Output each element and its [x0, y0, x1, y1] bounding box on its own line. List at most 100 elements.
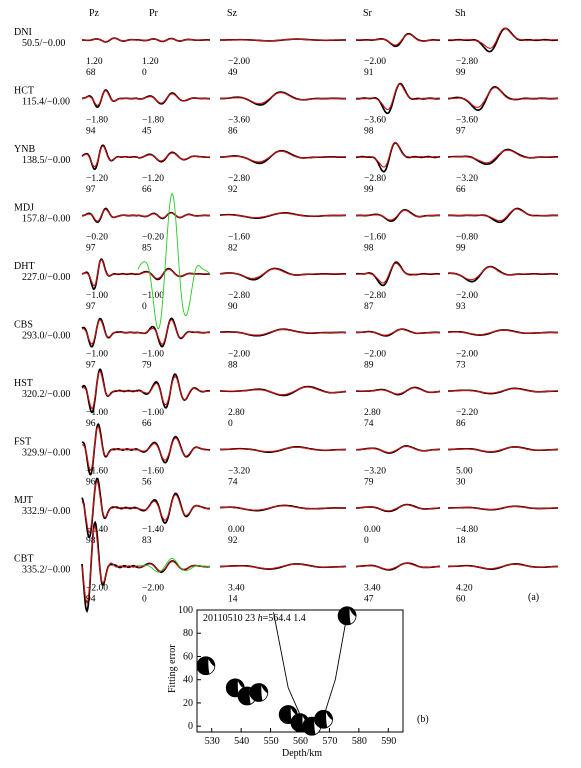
time-shift-value: −0.80: [456, 233, 478, 243]
time-shift-value: −3.20: [456, 174, 478, 184]
synthetic-waveform: [356, 387, 441, 395]
station-row-ynb: YNB138.5/−0.00−1.2097−1.2066−2.8092−2.80…: [14, 141, 559, 195]
synthetic-waveform: [219, 150, 347, 163]
correlation-value: 66: [142, 185, 152, 195]
correlation-value: 47: [364, 595, 374, 605]
correlation-value: 98: [364, 244, 374, 254]
synthetic-waveform: [137, 437, 211, 461]
synthetic-waveform: [356, 562, 441, 570]
x-tick-label: 590: [381, 736, 396, 747]
column-header-pr: Pr: [149, 8, 159, 19]
x-tick-label: 540: [234, 736, 249, 747]
time-shift-value: −2.00: [86, 584, 108, 594]
time-shift-value: −1.00: [142, 350, 164, 360]
synthetic-waveform: [448, 329, 558, 336]
synthetic-waveform: [219, 92, 346, 105]
correlation-value: 73: [456, 361, 466, 371]
correlation-value: 98: [364, 127, 374, 137]
station-distance-azimuth: 227.0/−0.00: [22, 272, 70, 283]
synthetic-waveform: [219, 505, 346, 511]
time-shift-value: −2.00: [456, 291, 478, 301]
station-row-mdj: MDJ157.8/−0.00−0.2097−0.2085−1.6082−1.60…: [14, 203, 559, 254]
station-distance-azimuth: 115.4/−0.00: [22, 97, 70, 108]
correlation-value: 85: [142, 244, 152, 254]
time-shift-value: −3.60: [364, 116, 386, 126]
correlation-value: 45: [142, 127, 152, 137]
station-row-dht: DHT227.0/−0.00−1.0097−1.000−2.8090−2.808…: [14, 258, 559, 312]
panel-a-label: (a): [528, 592, 540, 603]
correlation-value: 88: [228, 361, 238, 371]
station-distance-azimuth: 335.2/−0.00: [22, 565, 70, 576]
x-tick-label: 560: [293, 736, 308, 747]
correlation-value: 49: [228, 68, 238, 78]
time-shift-value: −2.80: [456, 57, 478, 67]
synthetic-waveform: [81, 145, 139, 168]
synthetic-waveform: [356, 328, 440, 336]
time-shift-value: −4.80: [456, 525, 478, 535]
correlation-value: 99: [456, 244, 466, 254]
correlation-value: 89: [364, 361, 374, 371]
synthetic-waveform: [448, 266, 559, 281]
time-shift-value: −3.20: [364, 467, 386, 477]
focal-mechanism-beachball: [249, 683, 269, 702]
time-shift-value: 2.80: [364, 408, 381, 418]
time-shift-value: −1.00: [86, 291, 108, 301]
synthetic-waveform: [356, 209, 440, 221]
time-shift-value: −2.80: [228, 291, 250, 301]
synthetic-waveform: [137, 376, 211, 406]
station-row-mjt: MJT332.9/−0.00−1.4098−1.40830.00920.000−…: [14, 477, 558, 546]
station-distance-azimuth: 332.9/−0.00: [22, 506, 70, 517]
station-name: CBT: [14, 554, 33, 565]
synthetic-waveform: [356, 141, 441, 168]
time-shift-value: −1.20: [86, 174, 108, 184]
station-name: HST: [14, 378, 33, 389]
synthetic-waveform: [448, 446, 558, 453]
correlation-value: 97: [86, 361, 96, 371]
correlation-value: 83: [142, 536, 152, 546]
synthetic-waveform: [447, 149, 558, 164]
correlation-value: 86: [228, 127, 238, 137]
time-shift-value: −0.20: [86, 233, 108, 243]
time-shift-value: −1.00: [86, 350, 108, 360]
station-name: MJT: [14, 495, 33, 506]
synthetic-waveform: [220, 446, 347, 453]
focal-mechanism-beachball: [196, 656, 216, 676]
focal-mechanism-beachball: [314, 709, 333, 729]
time-shift-value: 2.80: [228, 408, 245, 418]
time-shift-value: 3.40: [228, 584, 245, 594]
station-name: HCT: [14, 86, 34, 97]
synthetic-waveform: [356, 33, 440, 46]
station-distance-azimuth: 157.8/−0.00: [22, 214, 70, 225]
pr-green-waveform: [137, 558, 211, 573]
synthetic-waveform: [82, 37, 138, 43]
station-name: YNB: [14, 144, 35, 155]
correlation-value: 97: [86, 302, 96, 312]
x-axis-label: Depth/km: [282, 748, 322, 759]
y-tick-label: 100: [178, 605, 193, 616]
column-header-sr: Sr: [363, 8, 373, 19]
synthetic-waveform: [137, 494, 211, 521]
x-tick-label: 530: [205, 736, 220, 747]
pr-green-waveform: [137, 193, 211, 330]
synthetic-waveform: [81, 319, 139, 345]
synthetic-waveform: [355, 262, 440, 284]
correlation-value: 94: [86, 127, 96, 137]
synthetic-waveform: [356, 504, 440, 512]
station-row-dni: DNI50.5/−0.001.20681.200−2.0049−2.0091−2…: [14, 27, 559, 78]
correlation-value: 68: [86, 68, 96, 78]
correlation-value: 98: [86, 536, 96, 546]
station-row-fst: FST329.9/−0.00−1.6096−1.6056−3.2074−3.20…: [14, 422, 558, 488]
correlation-value: 97: [456, 127, 466, 137]
synthetic-waveform: [219, 268, 346, 279]
station-name: FST: [14, 437, 31, 448]
x-tick-label: 550: [264, 736, 279, 747]
correlation-value: 91: [364, 68, 374, 78]
correlation-value: 66: [142, 419, 152, 429]
time-shift-value: −1.60: [228, 233, 250, 243]
correlation-value: 86: [456, 419, 466, 429]
correlation-value: 99: [364, 185, 374, 195]
correlation-value: 14: [228, 595, 238, 605]
station-distance-azimuth: 50.5/−0.00: [22, 38, 65, 49]
time-shift-value: −2.20: [456, 408, 478, 418]
time-shift-value: −1.60: [86, 467, 108, 477]
